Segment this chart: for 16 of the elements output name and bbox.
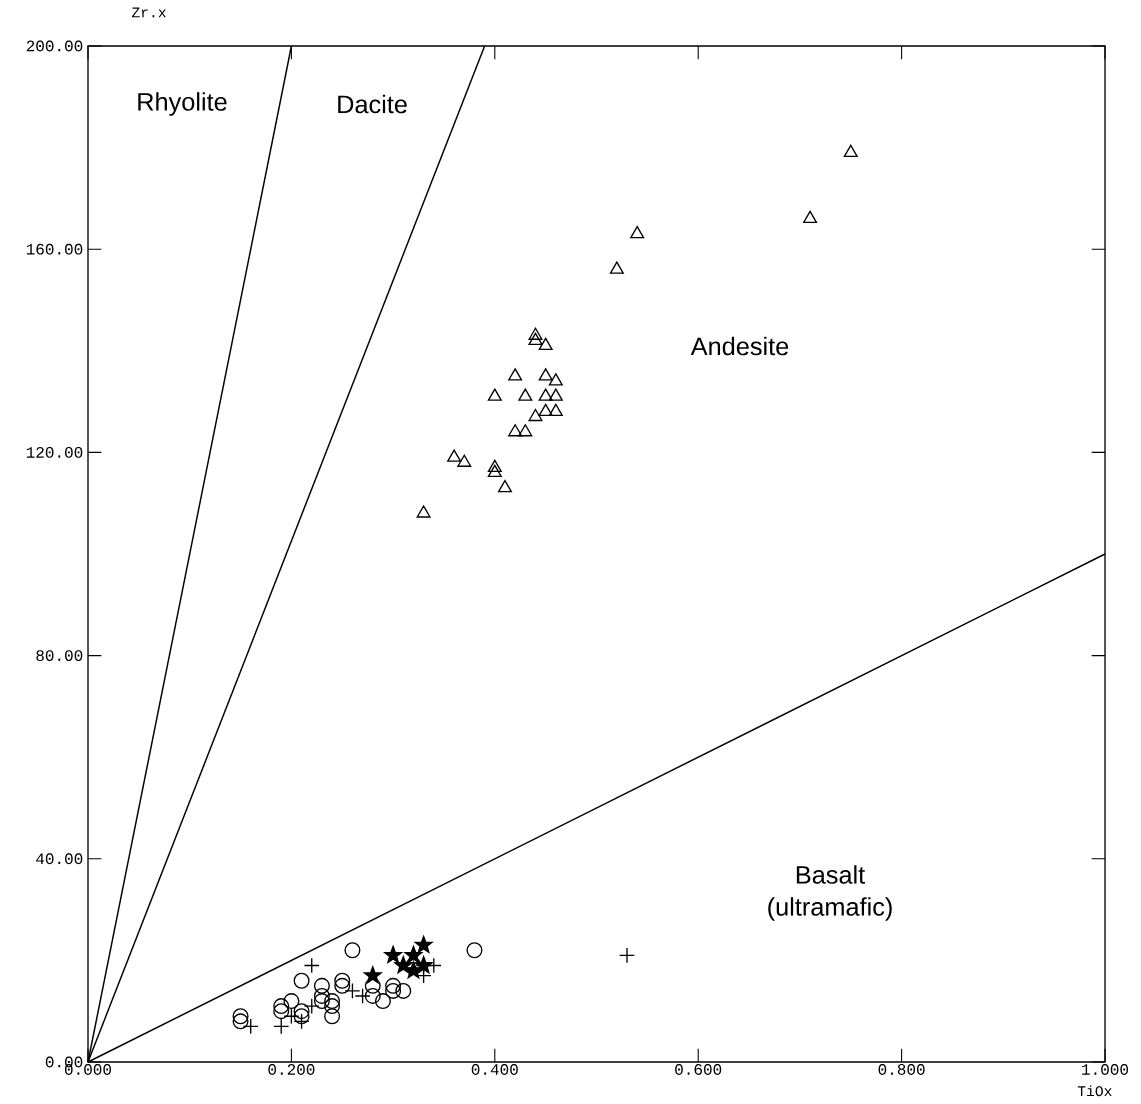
y-tick-label: 200.00 <box>26 40 83 52</box>
annotation: Andesite <box>690 336 789 356</box>
x-axis-title: TiOx <box>1077 1085 1112 1097</box>
y-tick-label: 80.00 <box>36 650 83 662</box>
y-tick-label: 120.00 <box>26 446 83 458</box>
y-axis-title: Zr.x <box>131 7 166 18</box>
annotation: Basalt (ultramafic) <box>768 865 892 921</box>
annotation: Dacite <box>338 94 407 114</box>
x-tick-label: 0.800 <box>878 1064 925 1075</box>
x-tick-label: 0.400 <box>471 1064 518 1075</box>
x-tick-label: 1.000 <box>1082 1064 1129 1075</box>
annotation: Rhyolite <box>138 92 227 116</box>
x-tick-label: 0.200 <box>268 1064 315 1075</box>
y-tick-label: 160.00 <box>26 243 83 255</box>
x-tick-label: 0.600 <box>675 1064 722 1075</box>
y-tick-label: 40.00 <box>36 853 83 865</box>
